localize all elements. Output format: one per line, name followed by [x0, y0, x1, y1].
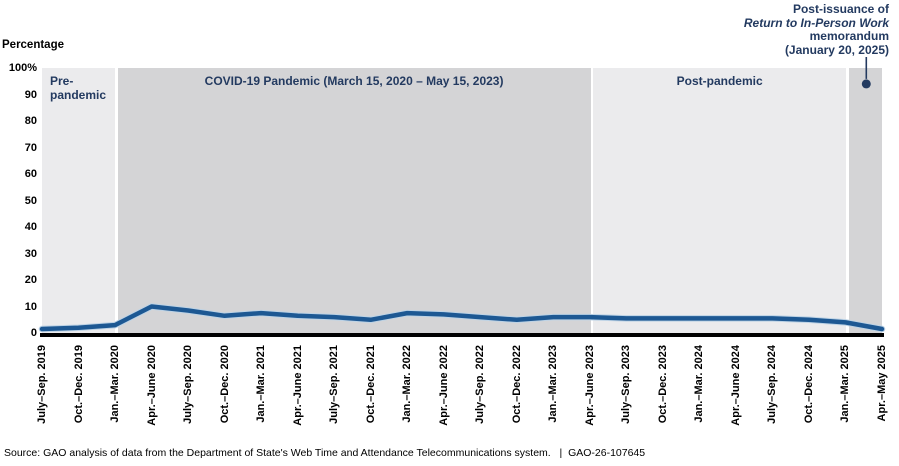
period-band-label-1: COVID-19 Pandemic (March 15, 2020 – May …	[204, 74, 504, 88]
period-band-0	[42, 68, 115, 333]
y-tick-70: 70	[24, 141, 37, 154]
period-band-3	[849, 68, 882, 333]
report-number: GAO-26-107645	[568, 447, 646, 459]
y-tick-30: 30	[24, 247, 37, 260]
y-tick-0: 0	[30, 327, 37, 339]
period-band-label-0: Pre-pandemic	[50, 74, 107, 102]
memo-annotation-line-2: memorandum	[809, 29, 889, 43]
y-tick-50: 50	[24, 194, 37, 207]
x-axis-line	[40, 333, 884, 337]
memo-annotation: Post-issuance of Return to In-Person Work…	[743, 2, 889, 57]
data-line	[39, 304, 885, 332]
period-band-label-2: Post-pandemic	[676, 74, 763, 88]
source-separator: |	[559, 447, 563, 459]
source-note: Source: GAO analysis of data from the De…	[4, 447, 645, 459]
period-band-2	[593, 68, 846, 333]
y-axis-title: Percentage	[2, 39, 65, 51]
y-tick-90: 90	[24, 88, 37, 101]
memo-annotation-line-1: Return to In-Person Work	[743, 15, 889, 30]
annotation-marker-dot	[861, 79, 871, 89]
y-tick-100: 100%	[8, 62, 37, 74]
memo-annotation-line-3: (January 20, 2025)	[784, 42, 889, 57]
y-tick-60: 60	[24, 168, 37, 180]
y-tick-10: 10	[24, 300, 37, 313]
y-tick-40: 40	[24, 221, 37, 233]
y-tick-80: 80	[24, 115, 37, 127]
source-text: Source: GAO analysis of data from the De…	[4, 447, 551, 459]
memo-annotation-line-0: Post-issuance of	[792, 2, 889, 16]
period-band-1	[117, 68, 591, 333]
y-tick-20: 20	[24, 274, 37, 286]
